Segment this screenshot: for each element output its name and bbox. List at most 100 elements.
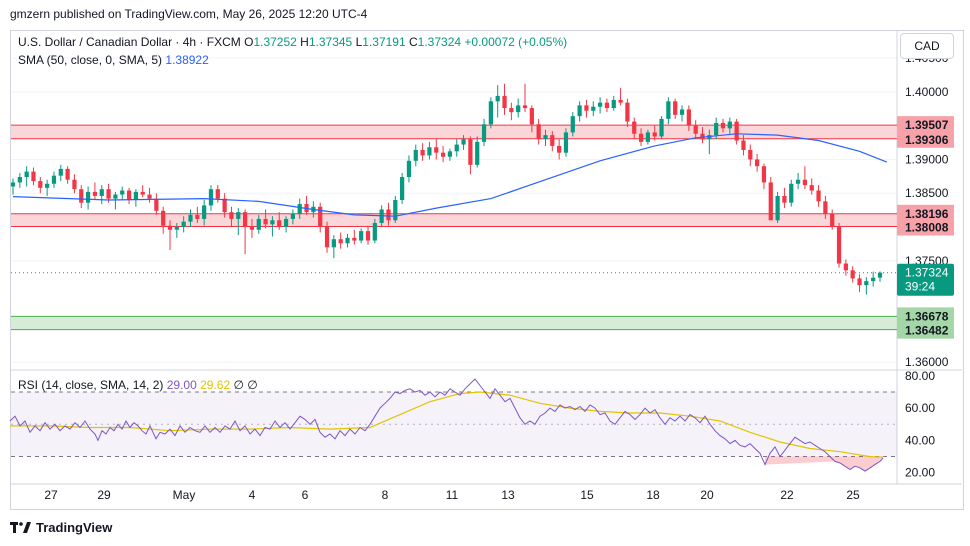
candle[interactable] [447, 148, 453, 161]
candle[interactable] [236, 208, 241, 236]
candle[interactable] [434, 139, 439, 160]
candle[interactable] [386, 202, 391, 226]
candle[interactable] [38, 177, 43, 194]
candle[interactable] [229, 206, 234, 228]
candle[interactable] [249, 218, 255, 238]
candle[interactable] [126, 187, 132, 205]
candle[interactable] [208, 185, 214, 211]
candle[interactable] [393, 195, 398, 223]
candle[interactable] [120, 186, 125, 200]
candle[interactable] [563, 128, 569, 157]
candle[interactable] [755, 154, 760, 172]
candle[interactable] [345, 233, 350, 248]
candle[interactable] [836, 222, 842, 268]
candle[interactable] [440, 145, 446, 163]
candle[interactable] [529, 105, 534, 133]
candle[interactable] [857, 274, 862, 292]
candle[interactable] [72, 174, 77, 194]
candle[interactable] [789, 179, 794, 207]
candle[interactable] [734, 118, 739, 145]
candle[interactable] [550, 131, 555, 152]
candle[interactable] [522, 83, 528, 113]
candle[interactable] [871, 271, 876, 287]
candle[interactable] [24, 166, 29, 187]
candle[interactable] [406, 155, 412, 183]
candle[interactable] [202, 200, 207, 226]
candle[interactable] [618, 87, 623, 106]
candle[interactable] [502, 83, 507, 115]
candle[interactable] [543, 129, 548, 146]
candle[interactable] [823, 195, 828, 219]
candle[interactable] [283, 216, 289, 233]
candle[interactable] [58, 164, 63, 182]
candle[interactable] [99, 185, 104, 205]
candle[interactable] [420, 143, 425, 161]
candle[interactable] [174, 222, 179, 238]
candle[interactable] [372, 218, 377, 244]
candle[interactable] [741, 135, 746, 156]
candle[interactable] [461, 135, 466, 150]
candle[interactable] [92, 182, 98, 200]
candle[interactable] [413, 144, 418, 167]
candle[interactable] [809, 178, 814, 195]
candle[interactable] [290, 209, 296, 225]
symbol-name[interactable]: U.S. Dollar / Canadian Dollar · 4h · FXC… [18, 35, 241, 49]
candle[interactable] [795, 172, 801, 190]
candle[interactable] [65, 166, 70, 184]
candle[interactable] [720, 118, 726, 133]
candle[interactable] [604, 98, 610, 113]
candle[interactable] [850, 266, 855, 283]
candle[interactable] [659, 116, 664, 140]
candle[interactable] [625, 98, 630, 127]
candle[interactable] [331, 235, 336, 259]
candle[interactable] [495, 85, 500, 118]
candle[interactable] [707, 129, 712, 155]
candle[interactable] [468, 136, 473, 175]
candle[interactable] [475, 136, 480, 168]
candle[interactable] [324, 221, 330, 253]
currency-button[interactable]: CAD [900, 33, 954, 59]
candle[interactable] [509, 102, 514, 121]
candle[interactable] [638, 128, 644, 146]
candle[interactable] [557, 139, 562, 160]
candle[interactable] [843, 259, 848, 276]
candle[interactable] [400, 172, 405, 205]
candle[interactable] [359, 228, 364, 244]
candle[interactable] [673, 98, 678, 119]
candle[interactable] [140, 185, 145, 198]
candle[interactable] [591, 101, 596, 117]
candle[interactable] [17, 172, 22, 188]
candle[interactable] [782, 187, 787, 209]
candle[interactable] [297, 198, 302, 219]
candle[interactable] [365, 225, 371, 245]
candle[interactable] [488, 97, 493, 129]
candle[interactable] [51, 171, 57, 188]
candle[interactable] [666, 97, 671, 125]
candle[interactable] [154, 193, 159, 215]
candle[interactable] [338, 232, 343, 249]
candle[interactable] [830, 209, 835, 230]
candle[interactable] [516, 98, 521, 118]
candle[interactable] [454, 139, 459, 157]
rsi-legend[interactable]: RSI (14, close, SMA, 14, 2) 29.00 29.62 … [18, 378, 258, 392]
candle[interactable] [352, 229, 357, 245]
candle[interactable] [222, 193, 227, 218]
candle[interactable] [577, 101, 582, 122]
candle[interactable] [768, 177, 773, 221]
candle[interactable] [215, 185, 220, 203]
candle[interactable] [31, 167, 36, 186]
candle[interactable] [256, 214, 261, 234]
candle[interactable] [652, 125, 657, 141]
candle[interactable] [686, 105, 691, 132]
candle[interactable] [700, 126, 705, 144]
candle[interactable] [263, 209, 268, 229]
candle[interactable] [133, 189, 138, 207]
candle[interactable] [481, 118, 487, 146]
candle[interactable] [761, 163, 767, 190]
candle[interactable] [79, 185, 84, 209]
candle[interactable] [270, 216, 275, 237]
candle[interactable] [679, 105, 685, 122]
candle[interactable] [318, 202, 323, 233]
candle[interactable] [645, 129, 651, 145]
